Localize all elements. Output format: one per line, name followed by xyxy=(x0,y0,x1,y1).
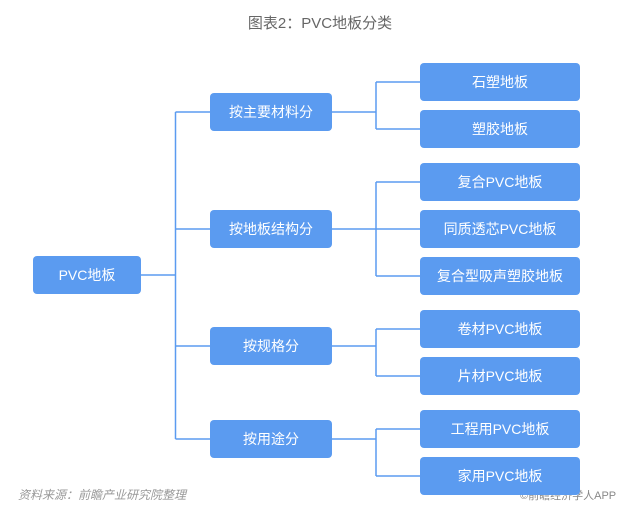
node-cat4: 按用途分 xyxy=(210,420,332,458)
node-leaf42: 家用PVC地板 xyxy=(420,457,580,495)
chart-title: 图表2：PVC地板分类 xyxy=(0,12,640,33)
node-leaf21: 复合PVC地板 xyxy=(420,163,580,201)
node-cat3: 按规格分 xyxy=(210,327,332,365)
node-leaf22: 同质透芯PVC地板 xyxy=(420,210,580,248)
node-cat2: 按地板结构分 xyxy=(210,210,332,248)
node-leaf11: 石塑地板 xyxy=(420,63,580,101)
source-footnote: 资料来源：前瞻产业研究院整理 xyxy=(18,486,186,503)
node-leaf31: 卷材PVC地板 xyxy=(420,310,580,348)
node-leaf41: 工程用PVC地板 xyxy=(420,410,580,448)
node-cat1: 按主要材料分 xyxy=(210,93,332,131)
node-leaf32: 片材PVC地板 xyxy=(420,357,580,395)
node-root: PVC地板 xyxy=(33,256,141,294)
node-leaf23: 复合型吸声塑胶地板 xyxy=(420,257,580,295)
node-leaf12: 塑胶地板 xyxy=(420,110,580,148)
